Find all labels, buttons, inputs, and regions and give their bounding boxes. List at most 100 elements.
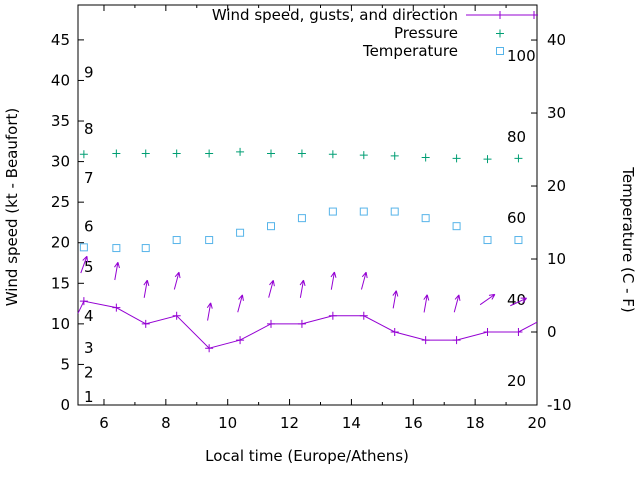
legend-temperature-label: Temperature xyxy=(362,42,458,60)
y-left-tick-label: 25 xyxy=(51,193,70,211)
fahrenheit-label: 40 xyxy=(507,291,526,309)
beaufort-label: 1 xyxy=(84,388,94,406)
y-left-tick-label: 10 xyxy=(51,315,70,333)
pressure-marker xyxy=(452,154,461,163)
wind-speed-marker xyxy=(483,327,492,336)
legend: Wind speed, gusts, and direction Pressur… xyxy=(212,6,538,60)
temperature-marker xyxy=(328,207,337,216)
x-tick-label: 20 xyxy=(527,414,546,432)
y-right-tick-label: 20 xyxy=(547,177,566,195)
beaufort-label: 3 xyxy=(84,339,94,357)
temperature-marker xyxy=(297,214,306,223)
y-left-tick-label: 35 xyxy=(51,112,70,130)
wind-direction-arrow xyxy=(453,294,461,313)
temperature-marker xyxy=(390,207,399,216)
temperature-marker xyxy=(205,236,214,245)
wind-direction-arrow xyxy=(237,294,244,313)
wind-speed-marker xyxy=(79,297,88,306)
beaufort-label: 9 xyxy=(84,63,94,81)
axis-tick-labels: 6 8 10 12 14 16 18 20051015202530354045-1001020… xyxy=(51,31,572,432)
beaufort-label: 6 xyxy=(84,218,94,236)
pressure-marker xyxy=(328,150,337,159)
wind-direction-arrow xyxy=(206,302,213,321)
beaufort-label: 5 xyxy=(84,258,94,276)
wind-speed-marker xyxy=(267,319,276,328)
legend-pressure-sample-marker xyxy=(496,29,504,38)
pressure-marker xyxy=(79,150,88,159)
y-left-tick-label: 30 xyxy=(51,153,70,171)
legend-wind-label: Wind speed, gusts, and direction xyxy=(212,6,458,24)
temperature-marker xyxy=(79,243,88,252)
wind-direction-arrow xyxy=(479,293,496,306)
y-right-tick-label: 30 xyxy=(547,104,566,122)
wind-direction-arrow xyxy=(268,279,275,298)
y-left-tick-label: 5 xyxy=(60,355,70,373)
temperature-marker xyxy=(483,236,492,245)
wind-direction-arrow xyxy=(330,271,337,290)
pressure-marker xyxy=(390,151,399,160)
y-left-tick-label: 45 xyxy=(51,31,70,49)
pressure-marker xyxy=(514,154,523,163)
y-right-tick-label: 10 xyxy=(547,250,566,268)
data-series xyxy=(77,147,538,353)
wind-speed-marker xyxy=(236,336,245,345)
wind-direction-arrow xyxy=(143,279,150,298)
secondary-scale-labels: 1 2 3 4 5 6 7 8 9 20 40 60 80 100 xyxy=(84,47,536,406)
fahrenheit-label: 100 xyxy=(507,47,536,65)
x-tick-label: 6 xyxy=(99,414,109,432)
pressure-marker xyxy=(359,151,368,160)
beaufort-label: 7 xyxy=(84,169,94,187)
plot-border xyxy=(77,4,538,406)
y-left-tick-label: 0 xyxy=(60,396,70,414)
temperature-marker xyxy=(514,236,523,245)
x-tick-label: 18 xyxy=(466,414,485,432)
legend-pressure-label: Pressure xyxy=(394,24,458,42)
y-right-tick-label: 40 xyxy=(547,31,566,49)
y-right-tick-label: -10 xyxy=(547,396,572,414)
pressure-marker xyxy=(112,149,121,158)
x-tick-label: 12 xyxy=(280,414,299,432)
x-tick-label: 8 xyxy=(161,414,171,432)
wind-speed-marker xyxy=(172,311,181,320)
y-left-tick-label: 40 xyxy=(51,71,70,89)
wind-speed-marker xyxy=(390,327,399,336)
legend-temperature-sample-marker xyxy=(496,47,504,55)
wind-direction-arrow xyxy=(299,279,306,298)
wind-speed-marker xyxy=(452,336,461,345)
pressure-marker xyxy=(141,149,150,158)
beaufort-label: 8 xyxy=(84,120,94,138)
y-left-axis-title: Wind speed (kt - Beaufort) xyxy=(3,108,21,307)
wind-speed-marker xyxy=(205,344,214,353)
wind-speed-marker xyxy=(514,327,523,336)
fahrenheit-label: 80 xyxy=(507,128,526,146)
temperature-marker xyxy=(267,222,276,231)
x-tick-label: 14 xyxy=(342,414,361,432)
wind-speed-marker xyxy=(297,319,306,328)
pressure-marker xyxy=(205,149,214,158)
wind-direction-arrow xyxy=(360,271,368,290)
pressure-marker xyxy=(297,149,306,158)
temperature-marker xyxy=(141,244,150,253)
wind-speed-marker xyxy=(328,311,337,320)
y-right-tick-label: 0 xyxy=(547,323,557,341)
beaufort-label: 2 xyxy=(84,364,94,382)
temperature-marker xyxy=(236,228,245,237)
wind-speed-marker xyxy=(421,336,430,345)
y-left-tick-label: 20 xyxy=(51,234,70,252)
x-axis-title: Local time (Europe/Athens) xyxy=(205,447,409,465)
temperature-marker xyxy=(112,244,121,253)
pressure-marker xyxy=(172,149,181,158)
wind-speed-marker xyxy=(141,319,150,328)
pressure-marker xyxy=(236,147,245,156)
pressure-marker xyxy=(483,155,492,164)
pressure-marker xyxy=(421,153,430,162)
wind-direction-arrow xyxy=(392,290,399,309)
fahrenheit-label: 60 xyxy=(507,209,526,227)
fahrenheit-label: 20 xyxy=(507,372,526,390)
y-right-axis-title: Temperature (C - F) xyxy=(619,166,637,313)
beaufort-label: 4 xyxy=(84,307,94,325)
wind-direction-arrow xyxy=(80,255,88,274)
